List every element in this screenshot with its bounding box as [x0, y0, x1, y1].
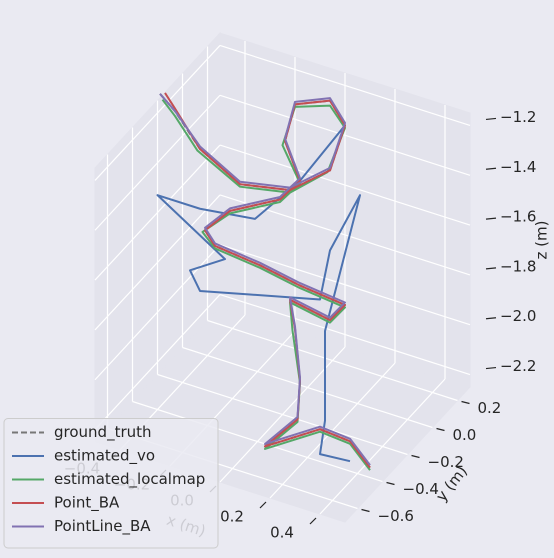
legend-label: estimated_vo	[54, 447, 155, 466]
tick-mark	[485, 366, 497, 370]
grid-line	[94, 294, 221, 430]
tick-mark	[361, 508, 370, 513]
grid-line	[182, 346, 433, 429]
z-tick-label: −1.6	[500, 208, 536, 226]
x-tick-label: 0.4	[270, 524, 294, 542]
legend-label: estimated_localmap	[54, 470, 205, 489]
legend-label: PointLine_BA	[54, 517, 151, 536]
tick-mark	[411, 454, 420, 459]
legend-label: Point_BA	[54, 494, 120, 513]
z-tick-label: −2.0	[500, 307, 536, 325]
tick-mark	[485, 267, 497, 270]
tick-mark	[259, 501, 267, 509]
grid-line	[94, 144, 221, 281]
tick-mark	[436, 427, 445, 432]
grid-line	[219, 44, 471, 127]
y-tick-label: −0.4	[403, 480, 439, 498]
trajectories	[156, 92, 371, 471]
grid-line	[219, 144, 471, 226]
y-tick-label: 0.0	[453, 426, 477, 444]
x-tick-label: 0.2	[220, 508, 244, 526]
grid-line	[219, 293, 471, 376]
trajectory	[159, 93, 371, 466]
y-tick-label: −0.2	[428, 453, 464, 471]
tick-mark	[309, 517, 317, 525]
grid-line	[207, 319, 458, 402]
grid-line	[132, 400, 383, 483]
z-tick-label: −1.4	[500, 158, 536, 176]
grid-line	[219, 244, 471, 326]
legend-box	[3, 418, 219, 549]
z-tick-label: −1.8	[500, 257, 536, 275]
tick-mark	[485, 317, 497, 320]
tick-mark	[485, 117, 497, 121]
grid-line	[219, 94, 471, 176]
z-tick-label: −1.2	[500, 108, 536, 126]
legend: ground_truth estimated_vo estimated_localm…	[3, 418, 219, 549]
grid-line	[219, 194, 471, 276]
tick-mark	[485, 217, 497, 220]
y-tick-label: −0.6	[378, 507, 414, 525]
y-tick-label: 0.2	[478, 399, 502, 417]
grid-line	[157, 373, 408, 456]
z-axis-label: z (m)	[533, 221, 551, 260]
grid-line	[94, 194, 221, 331]
tick-mark	[461, 400, 470, 405]
tick-mark	[386, 481, 395, 486]
tick-mark	[485, 167, 497, 170]
z-tick-label: −2.2	[500, 357, 536, 375]
grid-line	[94, 45, 221, 181]
legend-label: ground_truth	[54, 423, 152, 442]
grid-line	[94, 94, 221, 231]
